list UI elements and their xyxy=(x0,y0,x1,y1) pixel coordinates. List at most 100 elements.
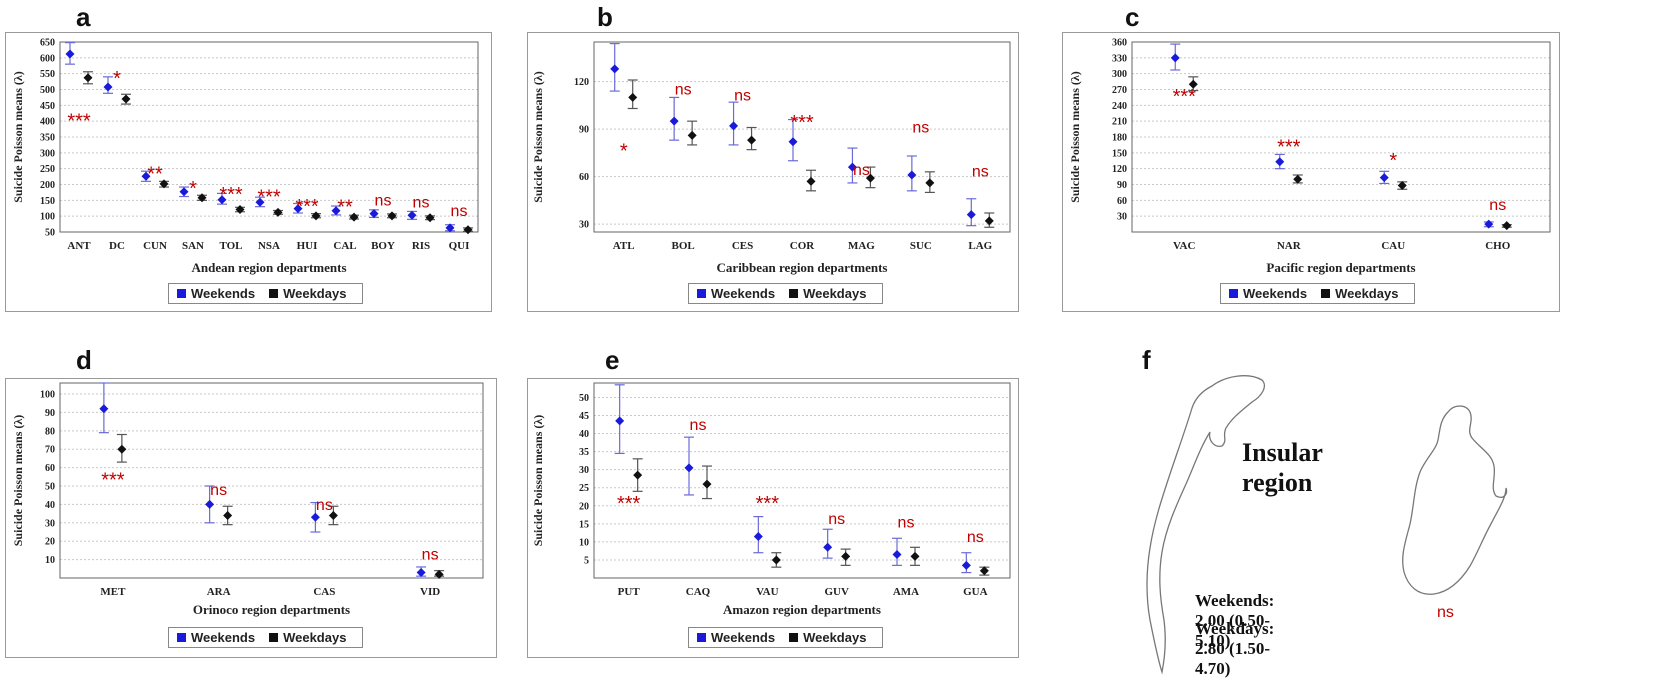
x-tick-label: RIS xyxy=(412,240,430,252)
legend-d: Weekends Weekdays xyxy=(168,627,364,648)
weekdays-point xyxy=(925,178,935,188)
weekdays-point xyxy=(771,555,781,565)
legend-weekends-label: Weekends xyxy=(711,630,776,645)
chart-frame-c xyxy=(1062,32,1560,312)
panel-letter-a: a xyxy=(76,2,91,32)
weekends-point xyxy=(961,560,971,570)
significance-label: *** xyxy=(756,493,780,515)
significance-label: *** xyxy=(1173,86,1197,108)
weekdays-point xyxy=(1397,181,1407,191)
weekdays-point xyxy=(984,216,994,226)
legend-weekdays-label: Weekdays xyxy=(283,630,347,645)
significance-label: ns xyxy=(1489,197,1506,214)
weekends-point xyxy=(416,567,426,577)
y-tick-label: 35 xyxy=(579,447,589,458)
y-tick-label: 450 xyxy=(40,101,55,112)
weekdays-point xyxy=(311,211,321,221)
panel-letter-e: e xyxy=(605,345,620,375)
significance-label: ns xyxy=(413,194,430,211)
x-tick-label: PUT xyxy=(618,586,641,598)
y-tick-label: 10 xyxy=(45,555,55,566)
weekdays-legend-marker xyxy=(269,633,279,642)
y-tick-label: 650 xyxy=(40,38,55,49)
significance-label: *** xyxy=(257,187,281,209)
legend-a: Weekends Weekdays xyxy=(168,283,364,304)
significance-label: ns xyxy=(451,203,468,220)
weekdays-point xyxy=(687,130,697,140)
x-tick-label: VAU xyxy=(756,586,778,598)
weekends-point xyxy=(966,210,976,220)
weekends-point xyxy=(310,512,320,522)
x-tick-label: CAQ xyxy=(686,586,711,598)
y-tick-label: 350 xyxy=(40,133,55,144)
y-tick-label: 20 xyxy=(45,537,55,548)
island-providencia-outline xyxy=(1402,405,1508,595)
weekdays-legend-marker xyxy=(269,289,279,298)
x-tick-label: ANT xyxy=(67,240,91,252)
y-axis-label: Suicide Poisson means (λ) xyxy=(1068,71,1082,203)
panel-letter-d: d xyxy=(76,345,92,375)
y-tick-label: 120 xyxy=(1112,164,1127,175)
weekdays-point xyxy=(121,94,131,104)
y-tick-label: 400 xyxy=(40,117,55,128)
significance-label: ns xyxy=(734,88,751,105)
x-tick-label: QUI xyxy=(449,240,470,252)
significance-label: * xyxy=(189,178,197,200)
weekends-point xyxy=(65,49,75,59)
weekdays-point xyxy=(425,213,435,223)
weekends-point xyxy=(610,64,620,74)
significance-label: * xyxy=(113,68,121,90)
legend-weekdays-label: Weekdays xyxy=(803,286,867,301)
significance-label: ns xyxy=(912,119,929,136)
x-axis-label: Caribbean region departments xyxy=(717,260,888,275)
x-tick-label: VAC xyxy=(1173,240,1195,252)
weekends-point xyxy=(892,550,902,560)
y-tick-label: 360 xyxy=(1112,38,1127,49)
x-tick-label: AMA xyxy=(893,586,919,598)
y-tick-label: 60 xyxy=(45,463,55,474)
y-tick-label: 20 xyxy=(579,501,589,512)
significance-label: ns xyxy=(210,482,227,499)
weekdays-point xyxy=(806,176,816,186)
plot-area xyxy=(593,41,1011,233)
weekends-legend-marker xyxy=(1229,289,1238,298)
significance-label: ns xyxy=(675,81,692,98)
legend-b: Weekends Weekdays xyxy=(688,283,884,304)
x-tick-label: CES xyxy=(732,240,753,252)
y-tick-label: 5 xyxy=(584,555,589,566)
weekends-point xyxy=(141,171,151,181)
weekends-legend-marker xyxy=(177,289,186,298)
x-tick-label: GUA xyxy=(963,586,988,598)
insular-weekdays-stat: Weekdays: 2.80 (1.50-4.70) xyxy=(1195,619,1275,678)
x-tick-label: GUV xyxy=(824,586,849,598)
y-tick-label: 100 xyxy=(40,212,55,223)
weekdays-point xyxy=(223,510,233,520)
y-tick-label: 100 xyxy=(40,390,55,401)
weekdays-point xyxy=(747,135,757,145)
y-tick-label: 250 xyxy=(40,164,55,175)
weekends-point xyxy=(331,206,341,216)
weekdays-point xyxy=(633,470,643,480)
y-axis-label: Suicide Poisson means (λ) xyxy=(11,415,25,547)
legend-weekends-label: Weekends xyxy=(711,286,776,301)
weekdays-point xyxy=(434,569,444,579)
weekends-point xyxy=(179,187,189,197)
y-tick-label: 15 xyxy=(579,519,589,530)
weekends-point xyxy=(847,162,857,172)
significance-label: ns xyxy=(972,164,989,181)
weekends-point xyxy=(669,116,679,126)
x-tick-label: BOY xyxy=(371,240,395,252)
x-tick-label: CAS xyxy=(313,586,335,598)
weekends-point xyxy=(1484,219,1494,229)
panel-letter-c: c xyxy=(1125,2,1140,32)
chart-frame-e xyxy=(527,378,1019,658)
weekends-point xyxy=(369,209,379,219)
legend-weekends-label: Weekends xyxy=(191,630,256,645)
y-tick-label: 300 xyxy=(1112,69,1127,80)
insular-significance: ns xyxy=(1437,604,1454,621)
weekdays-point xyxy=(865,173,875,183)
x-tick-label: DC xyxy=(109,240,125,252)
x-tick-label: ARA xyxy=(207,586,231,598)
weekends-legend-marker xyxy=(697,633,706,642)
